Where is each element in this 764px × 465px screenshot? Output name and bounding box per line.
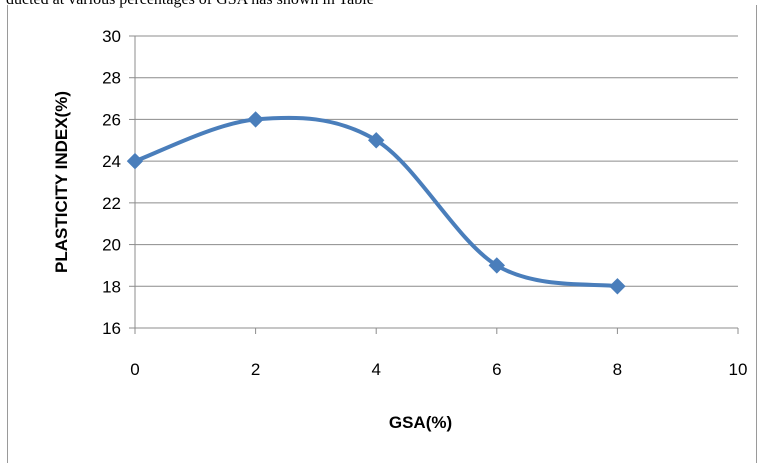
y-tick-label: 18	[102, 277, 121, 296]
data-point-marker	[609, 278, 626, 295]
x-tick-label: 10	[729, 360, 748, 379]
x-axis-label: GSA(%)	[389, 413, 452, 432]
y-tick-label: 24	[102, 152, 121, 171]
y-tick-label: 16	[102, 319, 121, 338]
y-tick-labels: 16 18 20 22 24 26 28 30	[102, 27, 121, 338]
caption-text: ducted at various percentages of GSA has…	[6, 0, 758, 9]
axes	[129, 35, 739, 334]
x-tick-label: 2	[251, 360, 260, 379]
y-tick-label: 20	[102, 236, 121, 255]
x-tick-label: 4	[371, 360, 380, 379]
y-tick-label: 30	[102, 27, 121, 46]
x-tick-label: 0	[130, 360, 139, 379]
data-point-marker	[247, 111, 264, 128]
chart-frame	[7, 5, 757, 463]
y-axis-label: PLASTICITY INDEX(%)	[52, 91, 71, 273]
y-tick-label: 28	[102, 69, 121, 88]
series-group	[126, 111, 626, 295]
data-point-marker	[488, 257, 506, 274]
x-tick-labels: 0 2 4 6 8 10	[130, 360, 747, 379]
data-point-marker	[367, 132, 385, 149]
x-tick-label: 6	[492, 360, 501, 379]
x-tick-label: 8	[613, 360, 622, 379]
y-tick-label: 22	[102, 194, 121, 213]
data-point-marker	[126, 152, 144, 170]
gridlines	[135, 35, 738, 287]
y-tick-label: 26	[102, 110, 121, 129]
